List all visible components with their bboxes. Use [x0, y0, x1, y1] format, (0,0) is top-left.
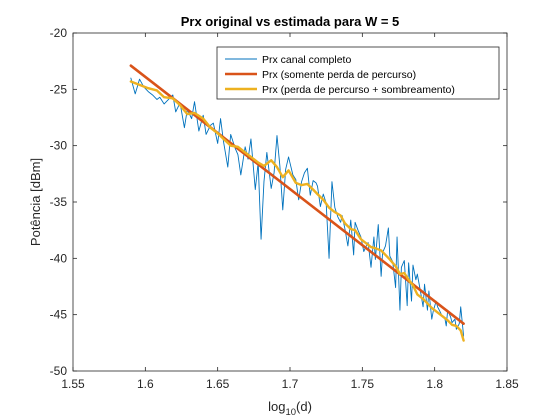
legend-box	[216, 46, 500, 100]
series-line-3	[129, 80, 465, 342]
y-tick-label: -40	[50, 251, 68, 265]
legend: Prx canal completo Prx (somente perda de …	[216, 46, 500, 100]
y-tick-label: -25	[50, 82, 68, 96]
x-tick-label: 1.65	[206, 377, 230, 391]
x-axis-title-rest: (d)	[296, 399, 312, 414]
series-layer	[129, 64, 465, 342]
y-tick-label: -50	[50, 364, 68, 378]
y-tick-label: -45	[50, 308, 68, 322]
x-tick-label: 1.55	[61, 377, 85, 391]
legend-label-2: Prx (somente perda de percurso)	[262, 69, 416, 81]
y-tick-label: -20	[50, 26, 68, 40]
x-tick-label: 1.85	[495, 377, 519, 391]
legend-label-1: Prx canal completo	[262, 54, 351, 66]
x-axis-title-subscript: 10	[285, 407, 296, 418]
y-axis-title: Potência [dBm]	[28, 158, 43, 246]
x-tick-label: 1.8	[426, 377, 443, 391]
x-tick-label: 1.6	[137, 377, 154, 391]
y-tick-label: -30	[50, 139, 68, 153]
series-line-1	[130, 77, 465, 337]
x-tick-label: 1.75	[351, 377, 375, 391]
x-axis-title-base: log	[268, 399, 285, 414]
chart-title: Prx original vs estimada para W = 5	[181, 14, 400, 29]
tick-layer: 1.55 1.6 1.65 1.7 1.75 1.8 1.85 -20 -25 -30 -35 -40…	[50, 26, 519, 391]
x-axis-title: log10(d)	[268, 399, 312, 418]
x-tick-label: 1.7	[282, 377, 299, 391]
y-tick-label: -35	[50, 195, 68, 209]
legend-label-3: Prx (perda de percurso + sombreamento)	[262, 84, 455, 96]
